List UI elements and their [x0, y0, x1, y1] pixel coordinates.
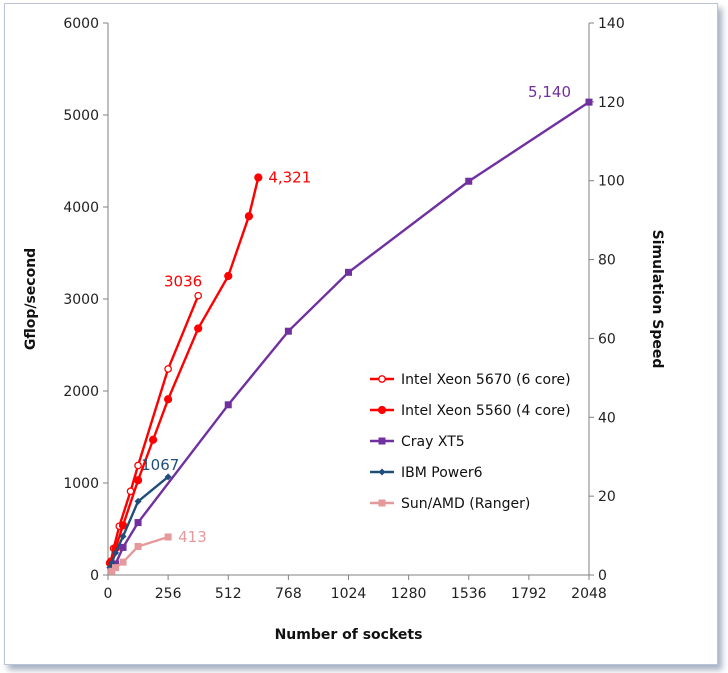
data-point	[194, 324, 203, 333]
data-point	[148, 435, 158, 444]
series-line	[108, 177, 260, 564]
data-point	[585, 98, 593, 106]
legend-label: Intel Xeon 5560 (4 core)	[401, 403, 571, 419]
data-point	[133, 476, 143, 485]
y-axis-title: Gflop/second	[23, 248, 39, 350]
y2-tick-label: 140	[598, 16, 625, 32]
x-tick-label: 768	[275, 586, 302, 602]
x-tick-label: 1024	[331, 586, 367, 602]
data-point	[134, 519, 142, 527]
series-1	[105, 173, 263, 568]
data-point	[378, 437, 386, 445]
data-point	[164, 533, 172, 541]
data-point	[119, 558, 127, 566]
legend-item: Intel Xeon 5670 (6 core)	[370, 372, 571, 388]
x-tick-label: 1792	[511, 586, 547, 602]
x-tick-label: 1536	[451, 586, 487, 602]
data-point	[224, 271, 233, 281]
y-tick-label: 6000	[63, 16, 99, 32]
y2-tick-label: 120	[598, 95, 625, 111]
data-label: 1067	[141, 456, 179, 474]
data-point	[119, 543, 127, 551]
y-tick-label: 5000	[63, 108, 99, 124]
series-2	[112, 98, 593, 568]
data-point	[134, 497, 142, 505]
data-point	[224, 401, 232, 409]
y-tick-label: 3000	[63, 292, 99, 308]
legend: Intel Xeon 5670 (6 core) Intel Xeon 5560 …	[370, 372, 571, 512]
x-tick-label: 256	[155, 586, 182, 602]
x-tick-label: 512	[215, 586, 242, 602]
data-point	[112, 564, 120, 572]
legend-item: IBM Power6	[370, 465, 483, 481]
y2-tick-label: 100	[598, 174, 625, 190]
x-tick-label: 0	[104, 586, 113, 602]
series-line	[114, 101, 590, 565]
data-point	[164, 473, 172, 481]
y2-tick-label: 40	[598, 410, 616, 426]
y2-tick-label: 20	[598, 489, 616, 505]
data-point	[164, 365, 172, 373]
data-point	[345, 268, 352, 276]
y-tick-label: 0	[90, 568, 99, 584]
data-label: 4,321	[268, 168, 311, 186]
axes: 0 1000 2000 3000 4000 5000 6000 0 20 40 60 80 100 120…	[63, 16, 624, 602]
data-point	[254, 173, 263, 182]
legend-item: Cray XT5	[370, 434, 465, 450]
data-point	[112, 549, 120, 557]
legend-item: Sun/AMD (Ranger)	[370, 496, 530, 512]
data-point	[378, 499, 386, 507]
data-point	[377, 405, 387, 415]
data-point	[378, 468, 386, 476]
data-point	[465, 177, 473, 185]
data-label: 413	[178, 528, 207, 546]
data-point	[284, 327, 292, 335]
y-tick-label: 1000	[63, 476, 99, 492]
data-point	[108, 567, 116, 575]
x-tick-label: 1280	[391, 586, 427, 602]
data-point	[134, 461, 142, 470]
x-axis-title: Number of sockets	[275, 627, 423, 643]
annotations: 5,140 4,321 3036 1067 413	[141, 83, 571, 546]
data-point	[244, 212, 254, 221]
data-point	[164, 395, 173, 404]
data-point	[112, 560, 120, 568]
y2-tick-label: 0	[598, 568, 607, 584]
y-tick-label: 2000	[63, 384, 99, 400]
series-3	[106, 473, 172, 572]
x-tick-label: 2048	[571, 586, 607, 602]
chart: 0 1000 2000 3000 4000 5000 6000 0 20 40 60 80 100 120…	[23, 16, 665, 643]
data-point	[134, 542, 142, 550]
y2-tick-label: 80	[598, 253, 616, 269]
series-layer	[105, 98, 593, 575]
data-point	[378, 375, 386, 383]
legend-label: Intel Xeon 5670 (6 core)	[401, 372, 571, 388]
y2-axis-title: Simulation Speed	[649, 230, 665, 369]
y2-tick-label: 60	[598, 331, 616, 347]
legend-label: Sun/AMD (Ranger)	[401, 496, 530, 512]
data-label: 5,140	[528, 83, 571, 101]
data-point	[119, 532, 127, 540]
legend-label: IBM Power6	[401, 465, 483, 481]
data-point	[194, 291, 203, 300]
legend-label: Cray XT5	[401, 434, 465, 450]
legend-item: Intel Xeon 5560 (4 core)	[370, 403, 571, 419]
y-tick-label: 4000	[63, 200, 99, 216]
chart-frame: 0 1000 2000 3000 4000 5000 6000 0 20 40 60 80 100 120…	[4, 3, 718, 665]
series-4	[108, 533, 172, 575]
data-label: 3036	[164, 273, 202, 291]
